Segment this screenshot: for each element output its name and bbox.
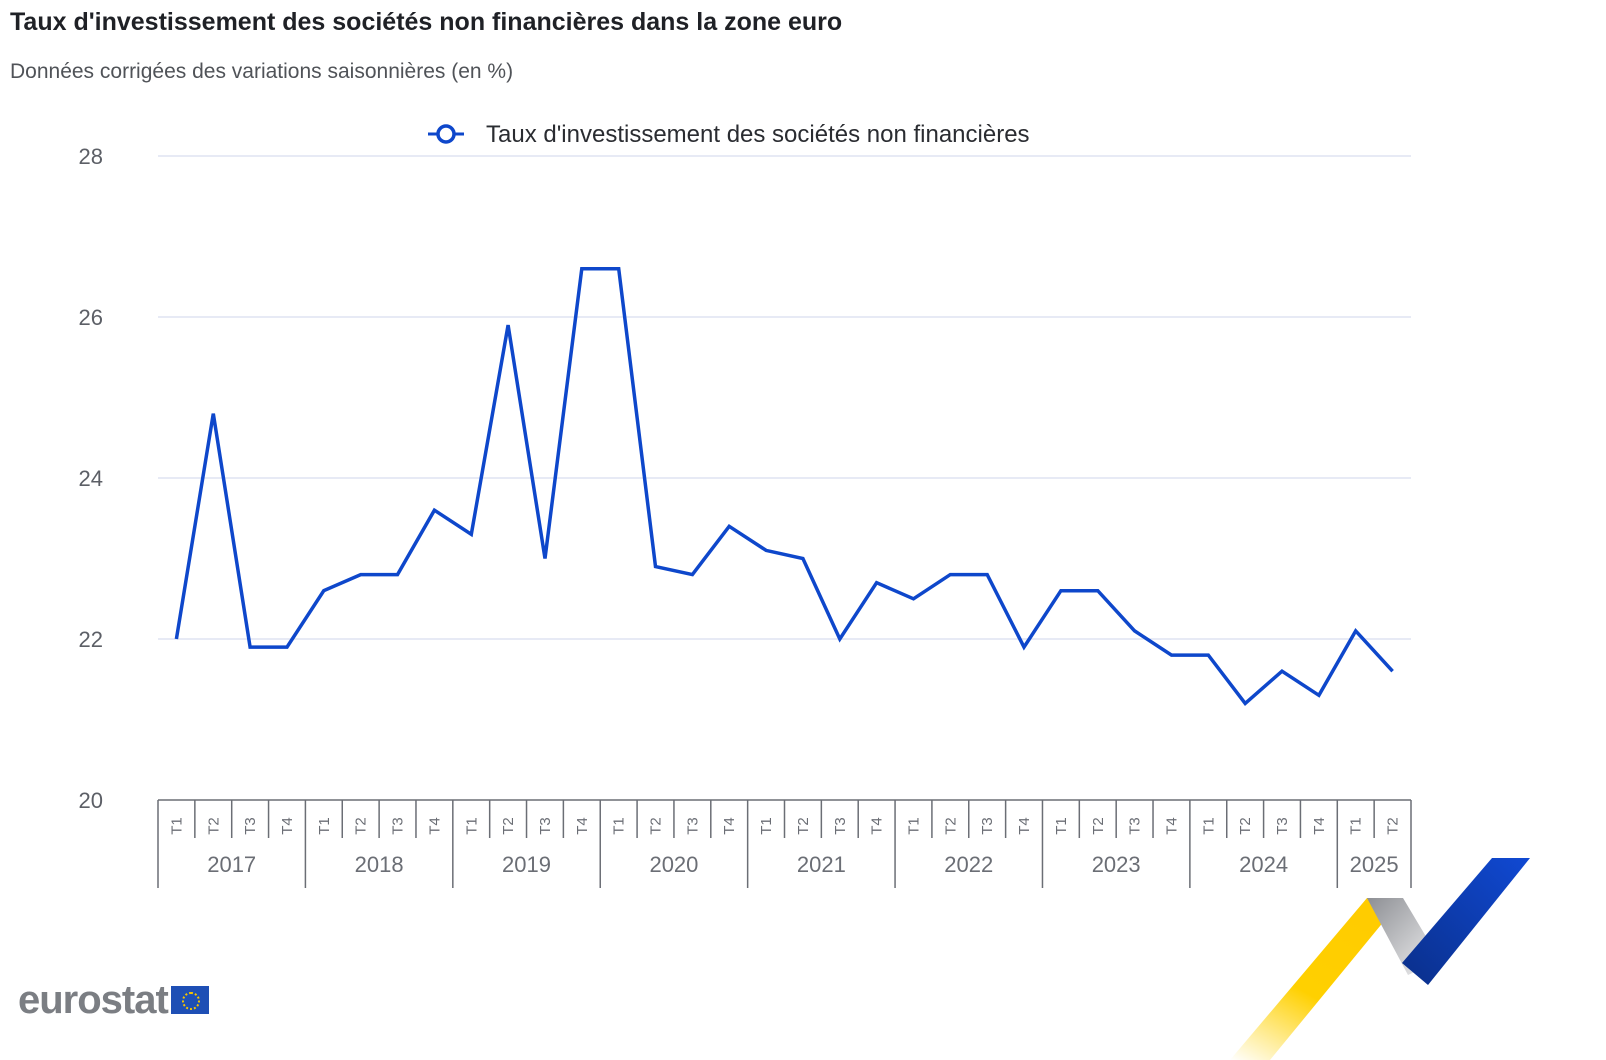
quarter-tick-label: T2	[205, 817, 222, 835]
y-tick-label: 28	[79, 144, 103, 169]
series-line[interactable]	[174, 266, 1394, 706]
quarter-tick-label: T4	[1311, 817, 1328, 835]
year-tick-label: 2021	[797, 852, 846, 877]
year-tick-label: 2020	[649, 852, 698, 877]
y-tick-label: 24	[79, 466, 103, 491]
quarter-tick-label: T2	[353, 817, 370, 835]
year-tick-label: 2024	[1239, 852, 1288, 877]
quarter-tick-label: T1	[463, 817, 480, 835]
quarter-tick-label: T2	[1385, 817, 1402, 835]
quarter-tick-label: T2	[500, 817, 517, 835]
year-tick-label: 2025	[1350, 852, 1399, 877]
year-tick-label: 2023	[1092, 852, 1141, 877]
quarter-tick-label: T3	[1274, 817, 1291, 835]
y-tick-label: 26	[79, 305, 103, 330]
eu-flag-icon	[170, 986, 209, 1014]
quarter-tick-label: T3	[979, 817, 996, 835]
quarter-tick-label: T2	[942, 817, 959, 835]
quarter-tick-label: T1	[316, 817, 333, 835]
quarter-tick-label: T2	[795, 817, 812, 835]
year-tick-label: 2019	[502, 852, 551, 877]
brand-ribbon-icon	[1230, 858, 1530, 1060]
legend[interactable]: Taux d'investissement des sociétés non f…	[428, 121, 1030, 148]
quarter-tick-label: T3	[1127, 817, 1144, 835]
year-tick-label: 2017	[207, 852, 256, 877]
quarter-tick-label: T4	[279, 817, 296, 835]
chart-title: Taux d'investissement des sociétés non f…	[10, 8, 843, 36]
y-tick-label: 22	[79, 627, 103, 652]
quarter-tick-label: T1	[1053, 817, 1070, 835]
quarter-tick-label: T1	[758, 817, 775, 835]
quarter-tick-label: T2	[648, 817, 665, 835]
quarter-tick-label: T2	[1090, 817, 1107, 835]
quarter-tick-label: T1	[168, 817, 185, 835]
x-axis: T1 T2 T3 T4 T1 T2 T3 T4 T1 T2 T3 T4 T1 T2 T3 T4 T1 T2 T3 T4…	[157, 799, 1412, 888]
quarter-tick-label: T2	[1237, 817, 1254, 835]
eurostat-logo: eurostat	[18, 980, 209, 1020]
legend-label: Taux d'investissement des sociétés non f…	[486, 121, 1030, 148]
quarter-tick-label: T4	[574, 817, 591, 835]
quarter-tick-label: T4	[426, 817, 443, 835]
quarter-tick-label: T1	[611, 817, 628, 835]
quarter-tick-label: T1	[905, 817, 922, 835]
quarter-tick-label: T3	[390, 817, 407, 835]
quarter-tick-label: T4	[869, 817, 886, 835]
quarter-tick-label: T3	[537, 817, 554, 835]
y-axis-ticks: 28 26 24 22 20	[79, 144, 103, 813]
year-tick-label: 2018	[355, 852, 404, 877]
quarter-tick-label: T3	[242, 817, 259, 835]
quarter-tick-label: T1	[1348, 817, 1365, 835]
gridlines	[158, 155, 1411, 640]
quarter-tick-label: T1	[1200, 817, 1217, 835]
year-tick-label: 2022	[944, 852, 993, 877]
quarter-tick-label: T3	[832, 817, 849, 835]
legend-marker-icon	[436, 124, 456, 144]
quarter-tick-label: T4	[1163, 817, 1180, 835]
quarter-tick-label: T3	[684, 817, 701, 835]
quarter-tick-label: T4	[721, 817, 738, 835]
y-tick-label: 20	[79, 788, 103, 813]
logo-text: eurostat	[18, 978, 169, 1022]
chart-subtitle: Données corrigées des variations saisonn…	[10, 60, 514, 83]
quarter-tick-label: T4	[1016, 817, 1033, 835]
